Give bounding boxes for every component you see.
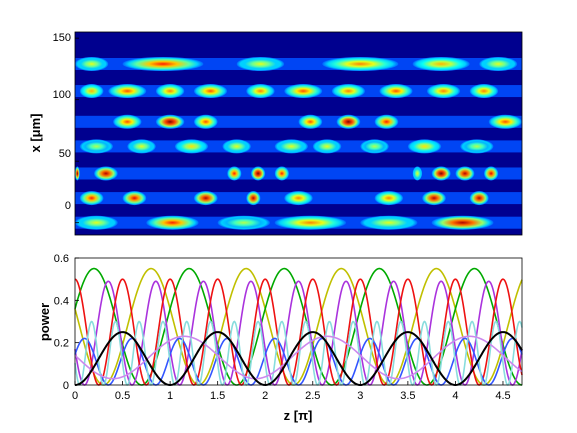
- power-x-tick-label: 4.5: [495, 390, 510, 402]
- intensity-spot: [246, 191, 261, 206]
- intensity-spot: [79, 84, 104, 99]
- waveguide-band: [75, 115, 522, 128]
- intensity-spot: [113, 114, 142, 129]
- power-plot-frame: [74, 257, 523, 386]
- heatmap-blobs: [75, 56, 522, 230]
- intensity-spot: [431, 215, 494, 230]
- intensity-spot: [426, 84, 461, 99]
- power-y-axis-label: power: [37, 303, 52, 341]
- intensity-spot: [331, 84, 366, 99]
- power-x-ticks: 0 0.5 1 1.5 2 2.5 3 3.5 4 4.5: [72, 390, 511, 402]
- intensity-spot: [274, 166, 289, 181]
- intensity-spot: [312, 139, 342, 154]
- power-x-tick-label: 3.5: [400, 390, 415, 402]
- intensity-spot: [469, 84, 499, 99]
- power-series-line: [74, 280, 523, 386]
- intensity-spot: [455, 166, 475, 181]
- intensity-spot: [483, 166, 499, 181]
- intensity-spot: [75, 56, 109, 71]
- power-panel: 0 0.5 1 1.5 2 2.5 3 3.5 4 4.5 0 0.2 0.4 …: [37, 253, 523, 423]
- power-x-axis-label: z [π]: [284, 408, 313, 423]
- intensity-spot: [374, 114, 399, 129]
- intensity-spot: [284, 191, 313, 206]
- power-y-tick-label: 0.6: [54, 253, 69, 265]
- power-x-tick-label: 1.5: [210, 390, 225, 402]
- heatmap-y-tick-label: 150: [53, 32, 71, 44]
- intensity-spot: [469, 191, 489, 206]
- power-y-tick-label: 0.4: [54, 295, 69, 307]
- intensity-spot: [412, 56, 470, 71]
- intensity-spot: [75, 166, 80, 181]
- heatmap-panel: 0 50 100 150 x [μm]: [28, 31, 523, 236]
- intensity-spot: [360, 215, 418, 230]
- intensity-spot: [284, 84, 323, 99]
- intensity-spot: [274, 215, 347, 230]
- intensity-spot: [155, 114, 185, 129]
- intensity-spot: [155, 84, 185, 99]
- heatmap-y-tick-label: 100: [53, 89, 71, 101]
- power-x-tick-label: 2.5: [305, 390, 320, 402]
- intensity-spot: [227, 166, 242, 181]
- power-series-line: [74, 267, 523, 386]
- power-x-tick-label: 0.5: [115, 390, 130, 402]
- intensity-spot: [412, 166, 423, 181]
- intensity-spot: [246, 84, 275, 99]
- intensity-spot: [108, 84, 147, 99]
- intensity-spot: [250, 166, 266, 181]
- intensity-spot: [407, 139, 442, 154]
- power-x-tick-label: 4: [452, 390, 458, 402]
- intensity-spot: [374, 191, 404, 206]
- intensity-spot: [298, 114, 323, 129]
- intensity-spot: [193, 114, 218, 129]
- intensity-spot: [236, 56, 285, 71]
- heatmap-y-ticks: 0 50 100 150: [53, 32, 71, 212]
- power-y-tick-label: 0: [63, 380, 69, 392]
- intensity-spot: [336, 114, 361, 129]
- power-x-tick-label: 3: [357, 390, 363, 402]
- intensity-spot: [75, 215, 118, 230]
- intensity-spot: [193, 191, 218, 206]
- intensity-spot: [79, 191, 104, 206]
- intensity-spot: [431, 166, 451, 181]
- power-tick-marks: [74, 257, 504, 386]
- intensity-spot: [193, 84, 228, 99]
- intensity-spot: [488, 114, 522, 129]
- heatmap-y-axis-label: x [μm]: [28, 113, 43, 152]
- intensity-spot: [322, 56, 399, 71]
- intensity-spot: [217, 215, 270, 230]
- intensity-spot: [127, 139, 156, 154]
- heatmap-frame: [74, 31, 523, 236]
- intensity-spot: [379, 84, 413, 99]
- intensity-spot: [174, 139, 209, 154]
- heatmap-y-tick-label: 50: [59, 148, 71, 160]
- intensity-spot: [222, 139, 251, 154]
- intensity-spot: [479, 56, 518, 71]
- intensity-spot: [460, 139, 494, 154]
- power-y-tick-label: 0.2: [54, 338, 69, 350]
- intensity-spot: [422, 191, 446, 206]
- intensity-spot: [94, 166, 118, 181]
- intensity-spot: [122, 56, 204, 71]
- intensity-spot: [122, 191, 147, 206]
- power-y-ticks: 0 0.2 0.4 0.6: [54, 253, 69, 392]
- heatmap-y-tick-label: 0: [65, 200, 71, 212]
- power-series-line: [74, 331, 523, 387]
- intensity-spot: [360, 139, 389, 154]
- intensity-spot: [79, 139, 114, 154]
- intensity-spot: [146, 215, 199, 230]
- power-x-tick-label: 0: [72, 390, 78, 402]
- power-x-tick-label: 1: [167, 390, 173, 402]
- power-series-line: [74, 335, 523, 380]
- waveguide-band: [75, 167, 522, 180]
- power-x-tick-label: 2: [262, 390, 268, 402]
- intensity-spot: [274, 139, 309, 154]
- power-series-line: [74, 320, 523, 387]
